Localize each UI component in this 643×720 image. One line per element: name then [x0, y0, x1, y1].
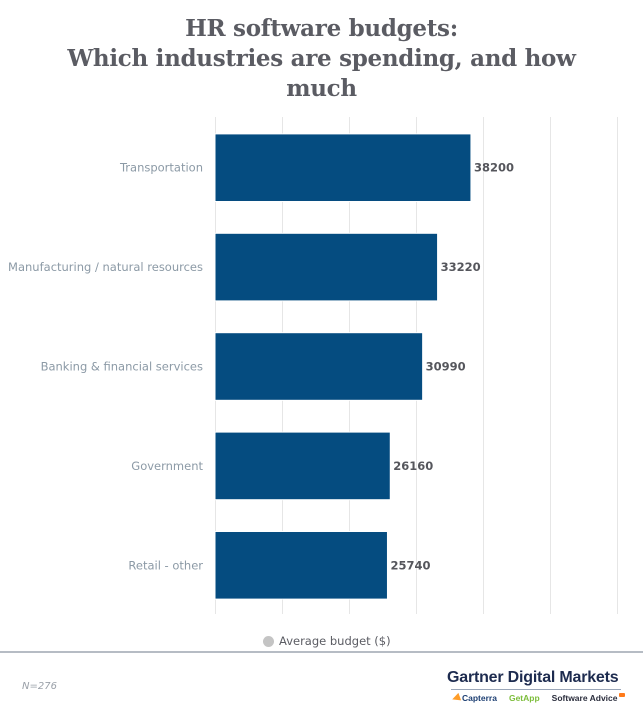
- bar[interactable]: [214, 332, 424, 401]
- bar[interactable]: [214, 232, 439, 302]
- bar[interactable]: [214, 431, 391, 501]
- legend[interactable]: Average budget ($): [263, 634, 391, 648]
- category-label: Banking & financial services: [41, 360, 203, 374]
- capterra-arrow-icon: [450, 692, 462, 704]
- brand-rule: [451, 689, 621, 690]
- bar[interactable]: [214, 531, 388, 600]
- category-labels: Transportation Manufacturing / natural re…: [8, 161, 203, 573]
- bar[interactable]: [214, 133, 472, 202]
- brand-logo: Gartner Digital Markets Capterra GetApp …: [447, 669, 625, 704]
- data-label: 26160: [393, 459, 433, 473]
- data-label: 38200: [474, 161, 514, 175]
- sub-brand-software-advice-label: Software Advice: [551, 693, 618, 703]
- category-label: Retail - other: [128, 558, 203, 572]
- legend-marker-icon: [263, 635, 274, 647]
- footer-divider: [0, 651, 643, 653]
- legend-label: Average budget ($): [279, 634, 391, 648]
- category-label: Government: [131, 459, 203, 473]
- sub-brand-capterra: Capterra: [450, 692, 497, 704]
- value-labels: 38200 33220 30990 26160 25740: [390, 161, 513, 573]
- speech-bubble-icon: [618, 693, 625, 697]
- bars: [214, 133, 472, 600]
- chart-title-line-3: much: [286, 75, 357, 102]
- bar-chart: Transportation Manufacturing / natural re…: [8, 117, 618, 614]
- brand-title: Gartner Digital Markets: [447, 669, 619, 686]
- category-label: Manufacturing / natural resources: [8, 260, 203, 274]
- sub-brands: Capterra GetApp Software Advice: [447, 692, 625, 704]
- sub-brand-getapp: GetApp: [508, 693, 540, 703]
- chart-title-line-2: Which industries are spending, and how: [67, 45, 576, 72]
- data-label: 25740: [390, 558, 430, 572]
- data-label: 30990: [426, 360, 466, 374]
- sub-brand-software-advice: Software Advice: [552, 693, 625, 703]
- category-label: Transportation: [119, 161, 203, 175]
- chart-title: HR software budgets: Which industries ar…: [0, 14, 643, 104]
- sub-brand-capterra-label: Capterra: [462, 693, 497, 703]
- data-label: 33220: [441, 260, 481, 274]
- sample-size-note: N=276: [22, 681, 57, 692]
- chart-title-line-1: HR software budgets:: [185, 15, 458, 42]
